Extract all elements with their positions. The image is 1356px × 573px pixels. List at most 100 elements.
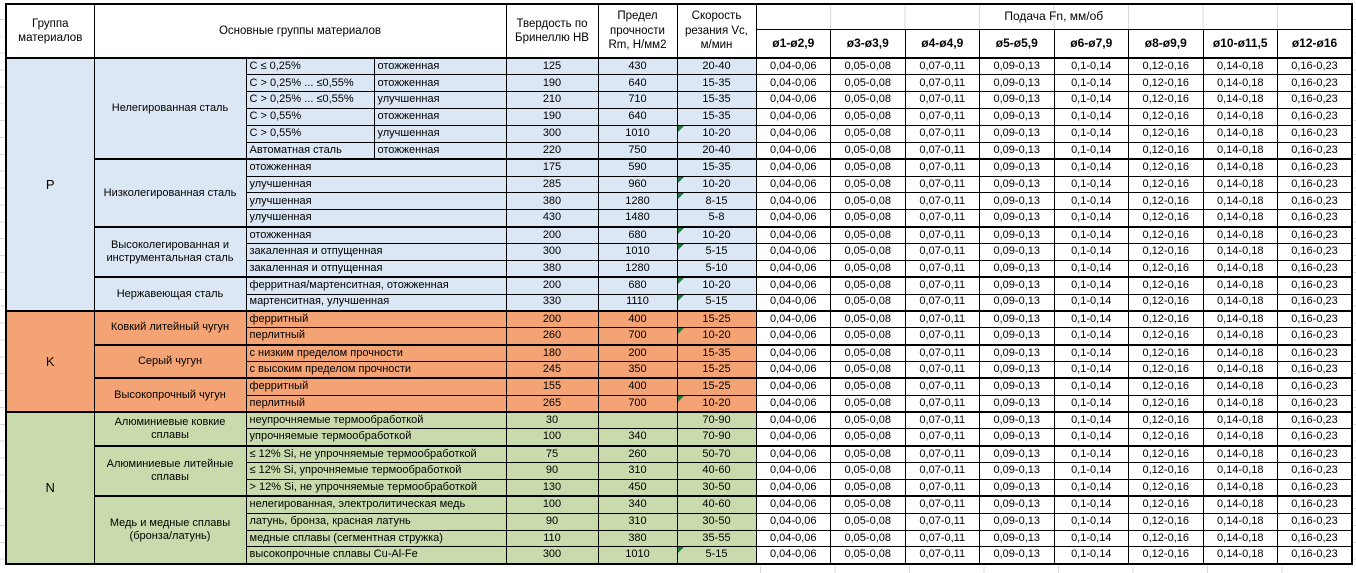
feed-value-cell[interactable]: 0,12-0,16 xyxy=(1128,276,1204,295)
feed-value-cell[interactable]: 0,04-0,06 xyxy=(755,91,831,110)
feed-value-cell[interactable]: 0,1-0,14 xyxy=(1053,91,1129,110)
strength-cell[interactable]: 1110 xyxy=(597,293,678,312)
carbon-content-cell[interactable]: C ≤ 0,25% xyxy=(245,57,375,76)
header-tensile-strength[interactable]: Предел прочности Rm, Н/мм2 xyxy=(597,3,678,59)
feed-col-header-d3[interactable]: ø3-ø3,9 xyxy=(830,28,906,59)
strength-cell[interactable]: 700 xyxy=(597,394,678,413)
material-subgroup-cell[interactable]: Алюминиевые ковкие сплавы xyxy=(93,411,247,447)
material-desc-cell[interactable]: высокопрочные сплавы Cu-Al-Fe xyxy=(245,546,507,565)
strength-cell[interactable]: 1010 xyxy=(597,546,678,565)
feed-value-cell[interactable]: 0,16-0,23 xyxy=(1277,444,1353,464)
feed-value-cell[interactable]: 0,05-0,08 xyxy=(830,411,906,430)
cutting-speed-cell[interactable]: 5-10 xyxy=(676,259,757,278)
feed-value-cell[interactable]: 0,14-0,18 xyxy=(1202,360,1278,379)
feed-value-cell[interactable]: 0,09-0,13 xyxy=(979,124,1055,143)
feed-value-cell[interactable]: 0,04-0,06 xyxy=(755,74,831,93)
feed-col-header-d1[interactable]: ø1-ø2,9 xyxy=(755,28,831,59)
feed-value-cell[interactable]: 0,07-0,11 xyxy=(904,327,980,346)
strength-cell[interactable]: 700 xyxy=(597,327,678,346)
feed-value-cell[interactable]: 0,1-0,14 xyxy=(1053,478,1129,497)
hardness-cell[interactable]: 200 xyxy=(505,309,599,329)
feed-value-cell[interactable]: 0,14-0,18 xyxy=(1202,57,1278,76)
feed-value-cell[interactable]: 0,14-0,18 xyxy=(1202,495,1278,514)
feed-value-cell[interactable]: 0,05-0,08 xyxy=(830,377,906,396)
feed-value-cell[interactable]: 0,12-0,16 xyxy=(1128,74,1204,93)
feed-value-cell[interactable]: 0,09-0,13 xyxy=(979,478,1055,497)
feed-value-cell[interactable]: 0,16-0,23 xyxy=(1277,124,1353,143)
strength-cell[interactable]: 640 xyxy=(597,108,678,126)
feed-value-cell[interactable]: 0,09-0,13 xyxy=(979,546,1055,565)
feed-value-cell[interactable]: 0,09-0,13 xyxy=(979,108,1055,126)
feed-value-cell[interactable]: 0,07-0,11 xyxy=(904,57,980,76)
feed-value-cell[interactable]: 0,04-0,06 xyxy=(755,394,831,413)
feed-value-cell[interactable]: 0,07-0,11 xyxy=(904,377,980,396)
feed-col-header-d10[interactable]: ø10-ø11,5 xyxy=(1202,28,1278,59)
feed-value-cell[interactable]: 0,04-0,06 xyxy=(755,478,831,497)
cutting-speed-cell[interactable]: 70-90 xyxy=(676,411,757,430)
feed-value-cell[interactable]: 0,16-0,23 xyxy=(1277,141,1353,160)
cutting-speed-cell[interactable]: 10-20 xyxy=(676,327,757,346)
feed-value-cell[interactable]: 0,09-0,13 xyxy=(979,377,1055,396)
feed-value-cell[interactable]: 0,04-0,06 xyxy=(755,495,831,514)
hardness-cell[interactable]: 180 xyxy=(505,343,599,362)
feed-value-cell[interactable]: 0,14-0,18 xyxy=(1202,74,1278,93)
feed-value-cell[interactable]: 0,09-0,13 xyxy=(979,276,1055,295)
feed-value-cell[interactable]: 0,07-0,11 xyxy=(904,259,980,278)
hardness-cell[interactable]: 210 xyxy=(505,91,599,110)
feed-value-cell[interactable]: 0,12-0,16 xyxy=(1128,394,1204,413)
material-desc-cell[interactable]: улучшенная xyxy=(245,192,507,211)
feed-value-cell[interactable]: 0,09-0,13 xyxy=(979,175,1055,194)
feed-value-cell[interactable]: 0,16-0,23 xyxy=(1277,462,1353,480)
feed-value-cell[interactable]: 0,04-0,06 xyxy=(755,444,831,464)
feed-value-cell[interactable]: 0,1-0,14 xyxy=(1053,158,1129,177)
feed-value-cell[interactable]: 0,12-0,16 xyxy=(1128,158,1204,177)
feed-value-cell[interactable]: 0,12-0,16 xyxy=(1128,192,1204,211)
feed-value-cell[interactable]: 0,14-0,18 xyxy=(1202,108,1278,126)
material-state-cell[interactable]: отожженная xyxy=(373,74,507,93)
material-desc-cell[interactable]: нелегированная, электролитическая медь xyxy=(245,495,507,514)
feed-value-cell[interactable]: 0,12-0,16 xyxy=(1128,327,1204,346)
feed-value-cell[interactable]: 0,1-0,14 xyxy=(1053,209,1129,228)
feed-value-cell[interactable]: 0,07-0,11 xyxy=(904,158,980,177)
feed-value-cell[interactable]: 0,16-0,23 xyxy=(1277,428,1353,447)
feed-value-cell[interactable]: 0,12-0,16 xyxy=(1128,546,1204,565)
feed-value-cell[interactable]: 0,14-0,18 xyxy=(1202,309,1278,329)
feed-value-cell[interactable]: 0,1-0,14 xyxy=(1053,242,1129,261)
strength-cell[interactable]: 960 xyxy=(597,175,678,194)
feed-value-cell[interactable]: 0,05-0,08 xyxy=(830,276,906,295)
cutting-speed-cell[interactable]: 15-25 xyxy=(676,360,757,379)
feed-value-cell[interactable]: 0,07-0,11 xyxy=(904,394,980,413)
header-material-group[interactable]: Группа материалов xyxy=(5,3,95,59)
feed-value-cell[interactable]: 0,12-0,16 xyxy=(1128,428,1204,447)
feed-value-cell[interactable]: 0,12-0,16 xyxy=(1128,529,1204,548)
feed-value-cell[interactable]: 0,07-0,11 xyxy=(904,512,980,531)
cutting-speed-cell[interactable]: 50-70 xyxy=(676,444,757,464)
feed-col-header-d4[interactable]: ø4-ø4,9 xyxy=(904,28,980,59)
feed-value-cell[interactable]: 0,05-0,08 xyxy=(830,209,906,228)
feed-value-cell[interactable]: 0,14-0,18 xyxy=(1202,293,1278,312)
feed-value-cell[interactable]: 0,16-0,23 xyxy=(1277,57,1353,76)
strength-cell[interactable]: 260 xyxy=(597,444,678,464)
material-desc-cell[interactable]: ≤ 12% Si, упрочняемые термообработкой xyxy=(245,462,507,480)
cutting-speed-cell[interactable]: 8-15 xyxy=(676,192,757,211)
feed-value-cell[interactable]: 0,1-0,14 xyxy=(1053,57,1129,76)
material-desc-cell[interactable]: латунь, бронза, красная латунь xyxy=(245,512,507,531)
feed-value-cell[interactable]: 0,07-0,11 xyxy=(904,360,980,379)
cutting-speed-cell[interactable]: 10-20 xyxy=(676,276,757,295)
hardness-cell[interactable]: 300 xyxy=(505,546,599,565)
carbon-content-cell[interactable]: C > 0,25% ... ≤0,55% xyxy=(245,74,375,93)
feed-value-cell[interactable]: 0,05-0,08 xyxy=(830,529,906,548)
feed-value-cell[interactable]: 0,14-0,18 xyxy=(1202,546,1278,565)
feed-value-cell[interactable]: 0,09-0,13 xyxy=(979,242,1055,261)
feed-value-cell[interactable]: 0,1-0,14 xyxy=(1053,462,1129,480)
feed-value-cell[interactable]: 0,14-0,18 xyxy=(1202,394,1278,413)
feed-value-cell[interactable]: 0,16-0,23 xyxy=(1277,546,1353,565)
cutting-speed-cell[interactable]: 15-35 xyxy=(676,158,757,177)
feed-value-cell[interactable]: 0,07-0,11 xyxy=(904,343,980,362)
feed-value-cell[interactable]: 0,12-0,16 xyxy=(1128,495,1204,514)
feed-value-cell[interactable]: 0,04-0,06 xyxy=(755,377,831,396)
material-state-cell[interactable]: улучшенная xyxy=(373,91,507,110)
feed-value-cell[interactable]: 0,05-0,08 xyxy=(830,309,906,329)
feed-value-cell[interactable]: 0,09-0,13 xyxy=(979,158,1055,177)
feed-value-cell[interactable]: 0,14-0,18 xyxy=(1202,327,1278,346)
